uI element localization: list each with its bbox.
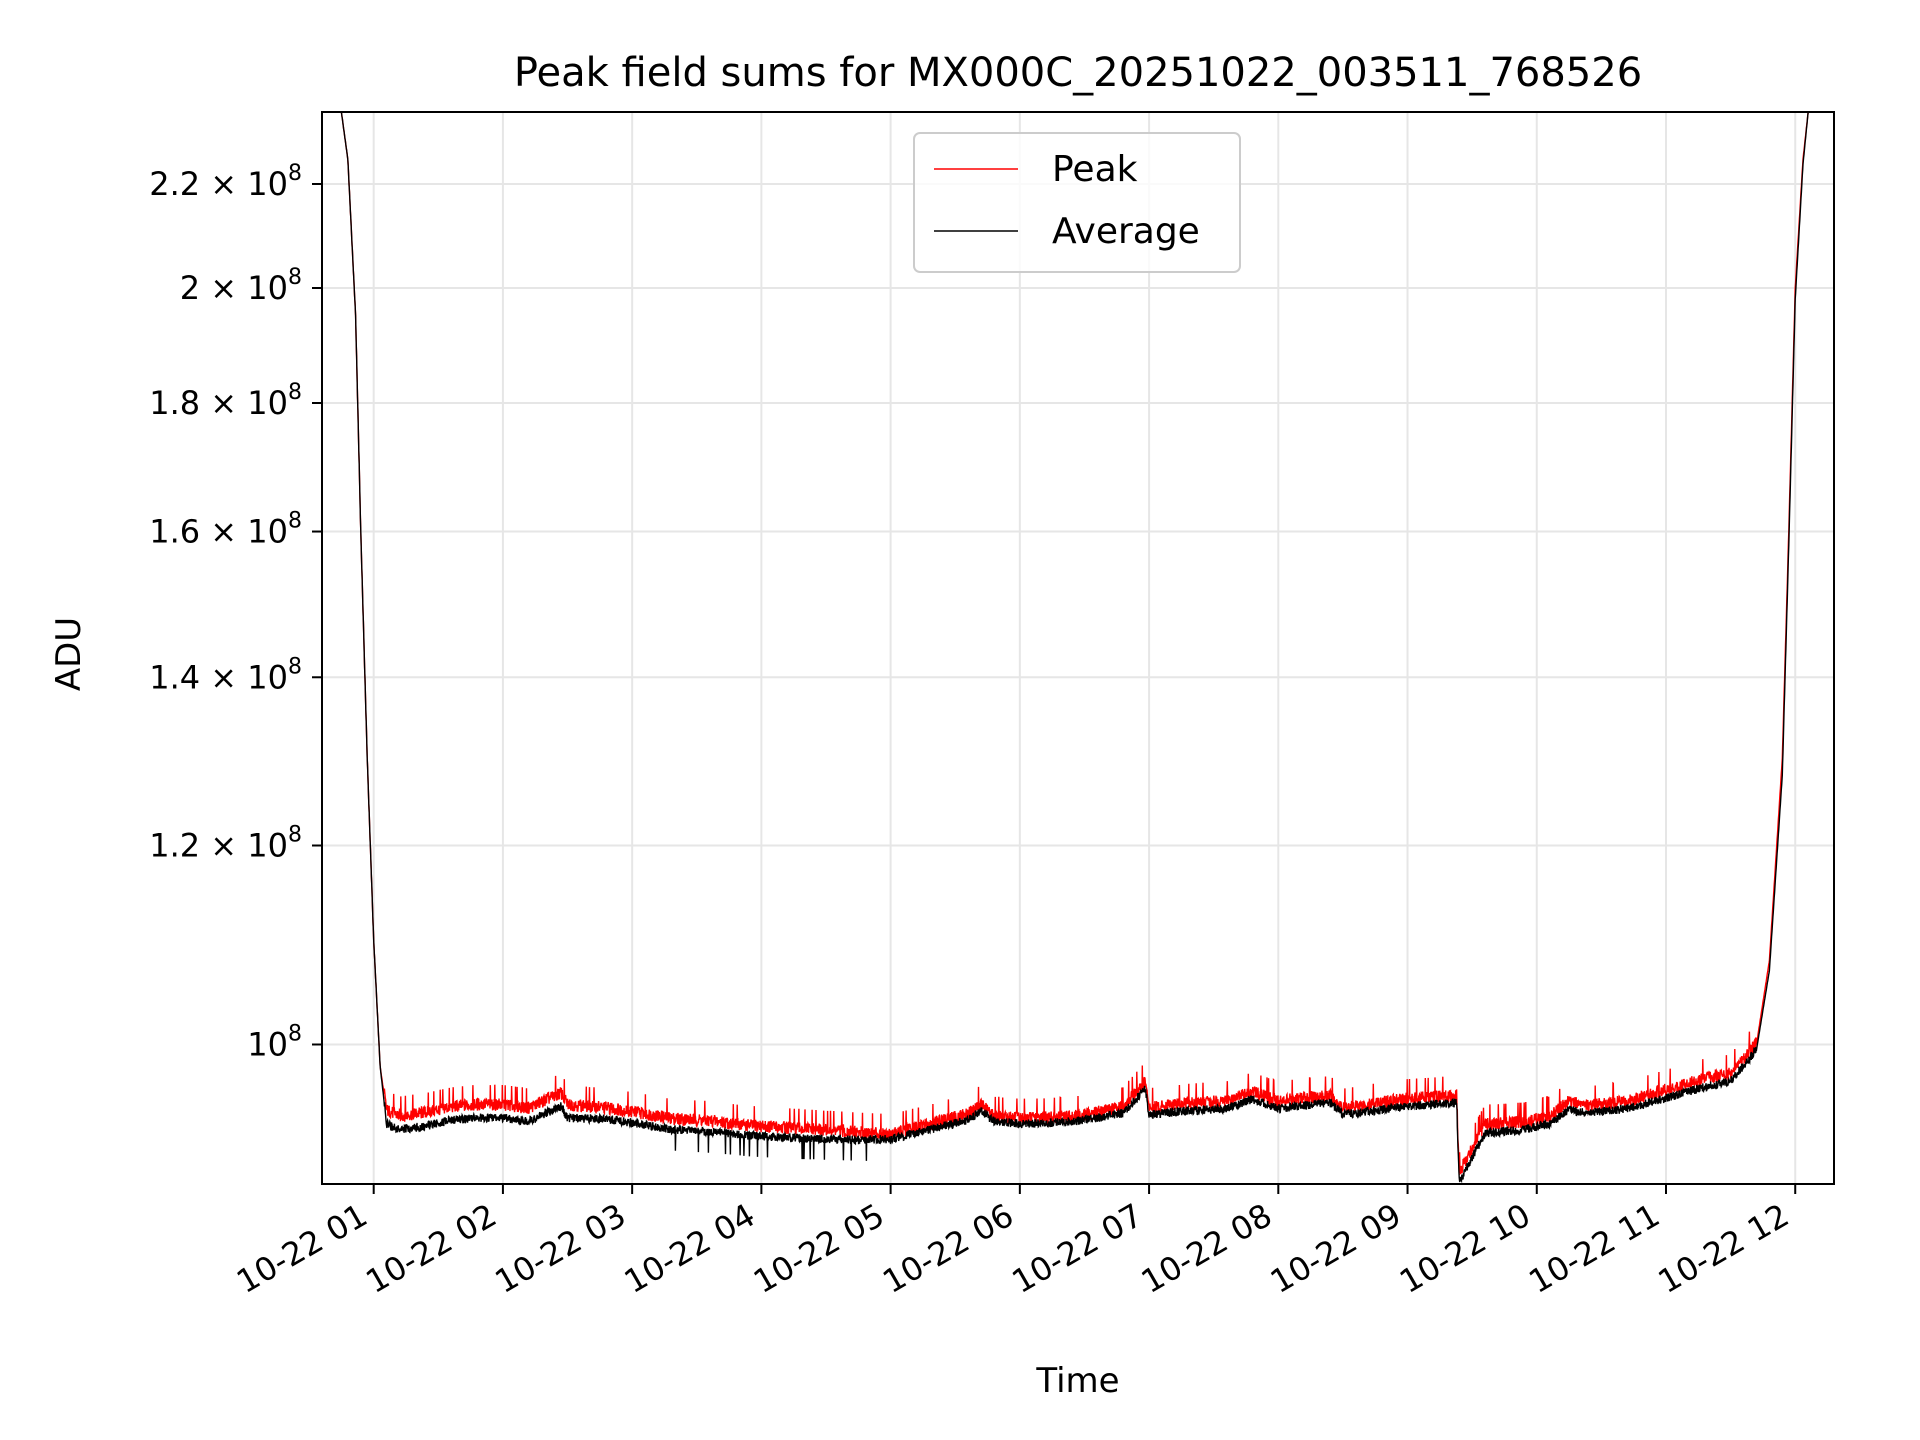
series-layer — [322, 112, 1834, 1184]
y-tick-label: 1.4 × 108 — [149, 654, 302, 696]
legend-frame — [913, 132, 1241, 273]
legend-average-label: Average — [1052, 211, 1200, 252]
grid — [322, 112, 1834, 1184]
y-tick-label: 2 × 108 — [180, 265, 302, 307]
chart-title: Peak field sums for MX000C_20251022_0035… — [514, 50, 1642, 96]
y-tick-label: 1.2 × 108 — [149, 823, 302, 865]
series-line-peak — [322, 112, 1834, 1176]
series-line-average — [322, 112, 1834, 1184]
y-tick-label: 1.6 × 108 — [149, 509, 302, 551]
legend-peak-label: Peak — [1052, 149, 1138, 190]
legend: Peak Average — [913, 132, 1241, 273]
y-tick-label: 2.2 × 108 — [149, 161, 302, 203]
axes-frame — [321, 111, 1835, 1185]
y-tick-label: 108 — [247, 1021, 302, 1063]
y-tick-label: 1.8 × 108 — [149, 380, 302, 422]
x-axis-label: Time — [1035, 1361, 1119, 1401]
y-axis-label: ADU — [49, 617, 89, 691]
